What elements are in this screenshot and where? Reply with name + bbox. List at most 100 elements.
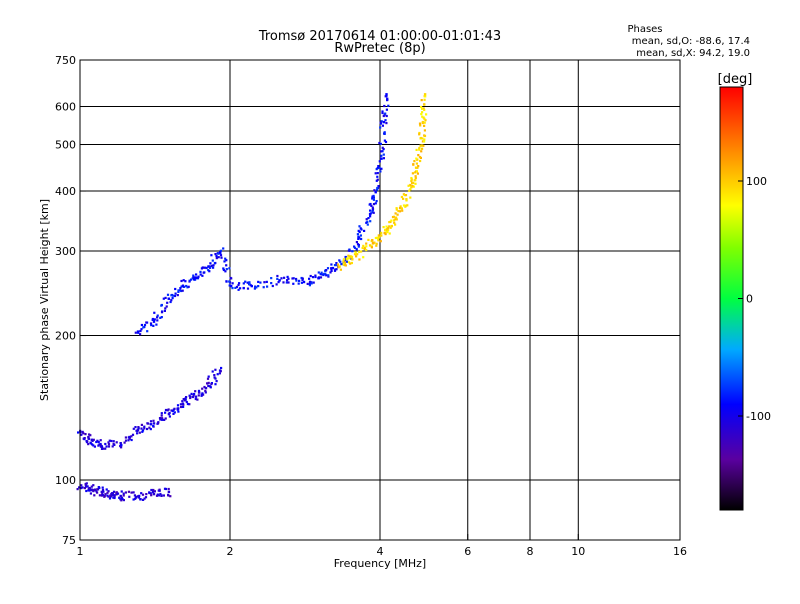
data-point <box>421 111 424 114</box>
data-point <box>149 492 152 495</box>
data-point <box>280 277 283 280</box>
data-point <box>388 221 391 224</box>
data-point <box>359 234 362 237</box>
data-point <box>295 279 298 282</box>
data-point <box>257 280 260 283</box>
data-point <box>361 246 364 250</box>
data-point <box>181 400 184 403</box>
data-point <box>150 324 153 327</box>
data-point <box>98 443 101 446</box>
data-point <box>201 274 204 277</box>
data-point <box>351 258 354 261</box>
data-point <box>358 250 361 254</box>
data-point <box>172 412 175 415</box>
trace <box>77 366 223 450</box>
data-point <box>214 383 217 386</box>
data-point <box>167 412 171 416</box>
data-point <box>395 207 398 210</box>
data-point <box>149 420 153 423</box>
data-point <box>376 178 379 181</box>
data-point <box>277 281 280 284</box>
data-point <box>143 323 147 327</box>
data-point <box>320 273 323 276</box>
data-point <box>137 426 140 429</box>
data-point <box>180 289 183 293</box>
data-point <box>220 366 223 370</box>
data-point <box>372 194 375 197</box>
data-point <box>314 275 317 279</box>
data-point <box>423 103 426 106</box>
data-point <box>137 331 140 334</box>
data-point <box>167 297 171 300</box>
data-point <box>259 281 262 284</box>
data-point <box>338 259 341 262</box>
data-point <box>384 140 388 144</box>
data-point <box>350 261 353 265</box>
data-point <box>421 137 424 140</box>
data-point <box>365 248 368 252</box>
data-point <box>143 427 146 430</box>
data-point <box>423 121 426 124</box>
data-point <box>177 410 180 413</box>
data-point <box>300 281 303 284</box>
data-point <box>409 196 412 199</box>
colorbar-label: [deg] <box>718 72 753 87</box>
data-point <box>421 120 425 124</box>
data-point <box>373 189 376 192</box>
data-point <box>379 170 382 173</box>
data-point <box>213 262 216 265</box>
data-point <box>141 493 145 496</box>
data-point <box>378 236 381 239</box>
data-point <box>100 447 104 450</box>
data-point <box>148 426 151 429</box>
data-point <box>196 398 199 401</box>
data-point <box>98 494 101 497</box>
data-point <box>230 277 233 280</box>
data-point <box>156 314 159 317</box>
data-point <box>384 228 387 231</box>
data-point <box>374 202 377 205</box>
data-point <box>412 163 415 166</box>
data-point <box>382 226 385 229</box>
data-point <box>152 488 155 492</box>
data-point <box>157 421 160 424</box>
data-point <box>202 271 205 274</box>
data-point <box>329 271 332 274</box>
data-point <box>149 322 153 325</box>
data-point <box>333 269 337 272</box>
data-point <box>120 446 123 449</box>
data-point <box>306 282 309 285</box>
data-point <box>152 324 155 327</box>
x-tick-label: 16 <box>673 545 687 558</box>
data-point <box>80 487 83 490</box>
y-tick-label: 400 <box>55 185 76 198</box>
data-point <box>109 494 112 497</box>
data-point <box>89 441 92 444</box>
data-point <box>386 99 389 102</box>
data-point <box>88 489 91 492</box>
data-point <box>151 491 155 494</box>
data-point <box>415 162 418 165</box>
data-point <box>78 486 81 489</box>
data-point <box>270 282 273 285</box>
data-point <box>230 284 233 288</box>
data-point <box>370 246 373 249</box>
data-point <box>377 185 380 188</box>
data-point <box>112 493 115 497</box>
data-point <box>372 198 375 201</box>
data-point <box>127 439 130 442</box>
data-point <box>124 491 127 494</box>
data-point <box>420 99 423 102</box>
data-point <box>377 239 380 242</box>
data-point <box>89 492 92 495</box>
data-point <box>80 484 83 487</box>
data-point <box>242 282 245 285</box>
data-point <box>375 244 378 247</box>
data-point <box>141 430 144 433</box>
data-point <box>132 427 135 430</box>
data-point <box>215 257 218 260</box>
data-point <box>297 282 300 285</box>
data-point <box>204 391 207 394</box>
colorbar-tick-label: -100 <box>746 410 771 423</box>
y-axis-label: Stationary phase Virtual Height [km] <box>38 199 51 401</box>
